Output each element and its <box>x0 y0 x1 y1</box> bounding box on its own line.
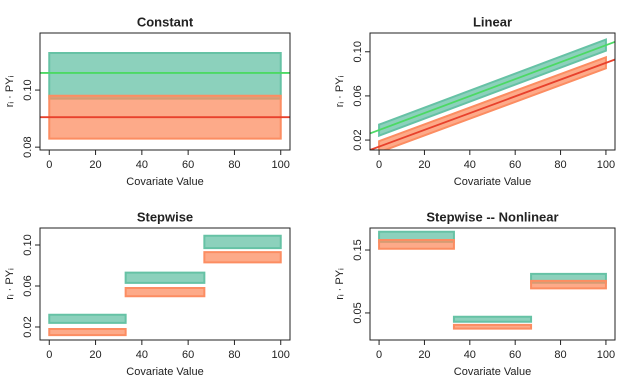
plot-area <box>370 38 615 150</box>
y-axis-label: rᵢ · PYᵢ <box>4 268 16 300</box>
x-tick-label: 80 <box>228 159 240 171</box>
x-tick-label: 40 <box>464 159 476 171</box>
point-cloud <box>203 234 282 250</box>
x-tick-label: 60 <box>182 159 194 171</box>
point-cloud <box>378 55 607 150</box>
plot-area <box>48 234 282 337</box>
x-tick-label: 80 <box>554 349 566 361</box>
x-tick-label: 80 <box>228 349 240 361</box>
point-cloud <box>452 315 533 323</box>
x-tick-label: 100 <box>597 349 615 361</box>
point-cloud <box>48 313 127 324</box>
point-cloud <box>452 323 533 330</box>
panel-title: Stepwise -- Nonlinear <box>426 209 558 224</box>
y-tick-label: 0.08 <box>22 136 34 157</box>
y-tick-label: 0.15 <box>352 239 364 260</box>
panel-title: Linear <box>473 14 512 29</box>
x-tick-label: 0 <box>376 349 382 361</box>
y-axis-label: rᵢ · PYᵢ <box>4 75 16 107</box>
point-cloud <box>124 287 206 298</box>
x-axis-label: Covariate Value <box>126 366 203 378</box>
plot-frame <box>39 32 291 151</box>
y-tick-label: 0.02 <box>22 316 34 337</box>
x-axis-label: Covariate Value <box>126 176 203 188</box>
x-tick-label: 0 <box>46 159 52 171</box>
point-cloud <box>48 328 127 337</box>
x-tick-label: 40 <box>136 349 148 361</box>
x-tick-label: 100 <box>597 159 615 171</box>
plot-area <box>378 230 607 330</box>
x-tick-label: 0 <box>376 159 382 171</box>
plot-frame <box>39 227 291 341</box>
fit-line <box>370 40 615 135</box>
point-cloud <box>378 238 455 250</box>
x-axis-label: Covariate Value <box>454 366 531 378</box>
x-tick-label: 100 <box>272 159 290 171</box>
fit-line <box>370 58 615 150</box>
x-tick-label: 20 <box>418 159 430 171</box>
y-tick-label: 0.02 <box>352 129 364 150</box>
y-tick-label: 0.05 <box>352 302 364 323</box>
y-tick-label: 0.10 <box>22 79 34 100</box>
x-tick-label: 20 <box>89 159 101 171</box>
plot-frame <box>369 32 616 151</box>
x-tick-label: 60 <box>182 349 194 361</box>
x-tick-label: 0 <box>46 349 52 361</box>
x-axis-label: Covariate Value <box>454 176 531 188</box>
x-tick-label: 100 <box>272 349 290 361</box>
y-tick-label: 0.10 <box>22 234 34 255</box>
x-tick-label: 20 <box>418 349 430 361</box>
point-cloud <box>530 279 607 290</box>
y-tick-label: 0.06 <box>22 275 34 296</box>
x-tick-label: 60 <box>509 159 521 171</box>
point-cloud <box>124 271 206 284</box>
point-cloud <box>203 251 282 264</box>
plot-frame <box>369 227 616 341</box>
panel-title: Stepwise <box>137 209 193 224</box>
x-tick-label: 20 <box>89 349 101 361</box>
x-tick-label: 40 <box>464 349 476 361</box>
y-tick-label: 0.10 <box>352 41 364 62</box>
plot-area <box>40 51 290 140</box>
y-axis-label: rᵢ · PYᵢ <box>334 268 346 300</box>
y-axis-label: rᵢ · PYᵢ <box>334 75 346 107</box>
x-tick-label: 40 <box>136 159 148 171</box>
x-tick-label: 80 <box>554 159 566 171</box>
point-cloud <box>48 51 282 100</box>
x-tick-label: 60 <box>509 349 521 361</box>
y-tick-label: 0.06 <box>352 85 364 106</box>
panel-title: Constant <box>137 14 194 29</box>
